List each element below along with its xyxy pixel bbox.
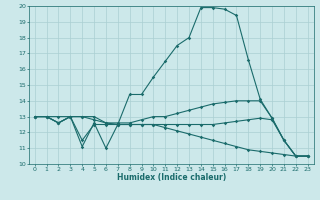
X-axis label: Humidex (Indice chaleur): Humidex (Indice chaleur) — [116, 173, 226, 182]
